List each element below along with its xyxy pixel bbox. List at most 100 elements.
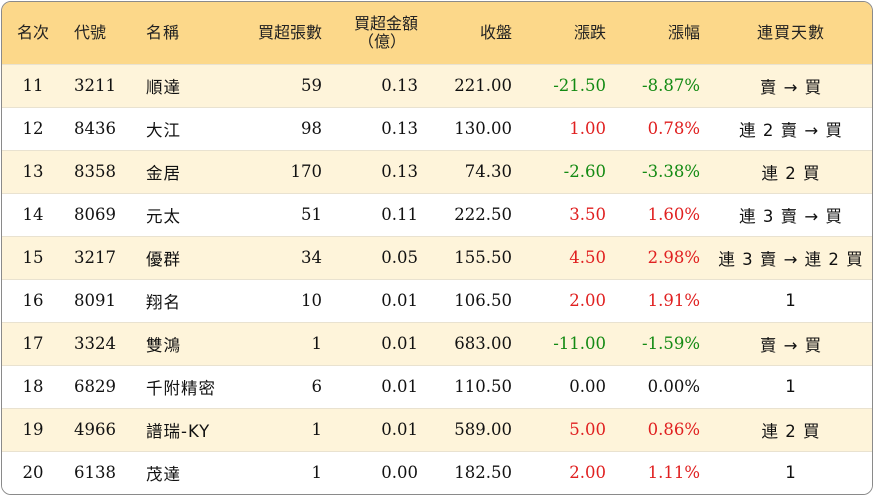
net-buy-lots-cell: 1 (236, 321, 332, 365)
net-buy-amount-cell: 0.05 (332, 235, 428, 279)
rank-cell: 16 (2, 278, 64, 322)
close-price-cell: 74.30 (428, 149, 522, 193)
table-row[interactable]: 19 4966 譜瑞-KY 1 0.01 589.00 5.00 0.86% 連 2 買 (2, 407, 872, 451)
buy-streak-cell: 連 3 賣 → 連 2 買 (710, 235, 872, 279)
close-price-cell: 221.00 (428, 63, 522, 107)
net-buy-lots-cell: 1 (236, 450, 332, 494)
header-name[interactable]: 名稱 (146, 22, 181, 42)
close-price-cell: 130.00 (428, 106, 522, 150)
table-row[interactable]: 13 8358 金居 170 0.13 74.30 -2.60 -3.38% 連 2 買 (2, 149, 872, 193)
net-buy-lots-cell: 51 (236, 192, 332, 236)
stock-name-cell: 譜瑞-KY (136, 407, 236, 451)
price-change-cell: 3.50 (522, 192, 616, 236)
net-buy-lots-cell: 34 (236, 235, 332, 279)
buy-streak-cell: 連 2 買 (710, 149, 872, 193)
table-row[interactable]: 18 6829 千附精密 6 0.01 110.50 0.00 0.00% 1 (2, 364, 872, 408)
header-net-buy-amount[interactable]: 買超金額 （億） (332, 2, 428, 64)
stock-code-cell: 3324 (64, 321, 136, 365)
stock-name-cell: 元太 (136, 192, 236, 236)
change-pct-cell: 0.78% (616, 106, 710, 150)
net-buy-amount-cell: 0.01 (332, 407, 428, 451)
price-change-cell: -11.00 (522, 321, 616, 365)
change-pct-cell: 1.11% (616, 450, 710, 494)
table-header-row: 名次 代號 名稱 買超張數 買超金額 （億） 收盤 漲跌 漲幅 連買天數 (2, 2, 872, 64)
table-row[interactable]: 14 8069 元太 51 0.11 222.50 3.50 1.60% 連 3 賣 → 買 (2, 192, 872, 236)
stock-name-cell: 茂達 (136, 450, 236, 494)
price-change-cell: 5.00 (522, 407, 616, 451)
price-change-cell: -21.50 (522, 63, 616, 107)
buy-streak-cell: 1 (710, 364, 872, 408)
buy-streak-cell: 賣 → 買 (710, 63, 872, 107)
change-pct-cell: 1.91% (616, 278, 710, 322)
stock-code-cell: 8358 (64, 149, 136, 193)
net-buy-amount-cell: 0.00 (332, 450, 428, 494)
stock-name-cell: 大江 (136, 106, 236, 150)
close-price-cell: 182.50 (428, 450, 522, 494)
net-buy-lots-cell: 10 (236, 278, 332, 322)
table-row[interactable]: 20 6138 茂達 1 0.00 182.50 2.00 1.11% 1 (2, 450, 872, 494)
header-change[interactable]: 漲跌 (573, 22, 606, 42)
rank-cell: 17 (2, 321, 64, 365)
rank-cell: 13 (2, 149, 64, 193)
stock-name-cell: 金居 (136, 149, 236, 193)
header-close[interactable]: 收盤 (479, 22, 512, 42)
table-body: 11 3211 順達 59 0.13 221.00 -21.50 -8.87% 賣 → 買 12 8… (2, 63, 872, 494)
buy-streak-cell: 1 (710, 278, 872, 322)
table-row[interactable]: 16 8091 翔名 10 0.01 106.50 2.00 1.91% 1 (2, 278, 872, 322)
rank-cell: 15 (2, 235, 64, 279)
header-net-buy-lots[interactable]: 買超張數 (257, 22, 322, 42)
rank-cell: 12 (2, 106, 64, 150)
table-row[interactable]: 12 8436 大江 98 0.13 130.00 1.00 0.78% 連 2 賣 → 買 (2, 106, 872, 150)
buy-streak-cell: 賣 → 買 (710, 321, 872, 365)
table-row[interactable]: 17 3324 雙鴻 1 0.01 683.00 -11.00 -1.59% 賣 → 買 (2, 321, 872, 365)
rank-cell: 11 (2, 63, 64, 107)
price-change-cell: 2.00 (522, 278, 616, 322)
net-buy-amount-cell: 0.13 (332, 63, 428, 107)
stock-code-cell: 8436 (64, 106, 136, 150)
header-net-buy-amount-line1: 買超金額 (353, 13, 418, 33)
change-pct-cell: 2.98% (616, 235, 710, 279)
stock-code-cell: 8069 (64, 192, 136, 236)
header-change-pct[interactable]: 漲幅 (667, 22, 700, 42)
stock-code-cell: 3217 (64, 235, 136, 279)
net-buy-lots-cell: 6 (236, 364, 332, 408)
table-row[interactable]: 11 3211 順達 59 0.13 221.00 -21.50 -8.87% 賣 → 買 (2, 63, 872, 107)
stock-name-cell: 翔名 (136, 278, 236, 322)
stock-name-cell: 千附精密 (136, 364, 236, 408)
net-buy-amount-cell: 0.01 (332, 321, 428, 365)
stock-code-cell: 6138 (64, 450, 136, 494)
table-row[interactable]: 15 3217 優群 34 0.05 155.50 4.50 2.98% 連 3 賣 → 連 2… (2, 235, 872, 279)
rank-cell: 18 (2, 364, 64, 408)
buy-streak-cell: 連 2 買 (710, 407, 872, 451)
rank-cell: 19 (2, 407, 64, 451)
change-pct-cell: -1.59% (616, 321, 710, 365)
header-code[interactable]: 代號 (74, 22, 107, 42)
price-change-cell: 2.00 (522, 450, 616, 494)
price-change-cell: 1.00 (522, 106, 616, 150)
change-pct-cell: 0.86% (616, 407, 710, 451)
net-buy-lots-cell: 98 (236, 106, 332, 150)
price-change-cell: 0.00 (522, 364, 616, 408)
stock-code-cell: 6829 (64, 364, 136, 408)
net-buy-amount-cell: 0.13 (332, 149, 428, 193)
stock-name-cell: 優群 (136, 235, 236, 279)
buy-streak-cell: 連 2 賣 → 買 (710, 106, 872, 150)
rank-cell: 20 (2, 450, 64, 494)
stock-code-cell: 8091 (64, 278, 136, 322)
header-streak[interactable]: 連買天數 (756, 22, 825, 42)
change-pct-cell: 0.00% (616, 364, 710, 408)
close-price-cell: 106.50 (428, 278, 522, 322)
close-price-cell: 222.50 (428, 192, 522, 236)
close-price-cell: 155.50 (428, 235, 522, 279)
header-rank[interactable]: 名次 (16, 22, 49, 42)
stock-name-cell: 雙鴻 (136, 321, 236, 365)
price-change-cell: -2.60 (522, 149, 616, 193)
net-buy-lots-cell: 170 (236, 149, 332, 193)
buy-streak-cell: 1 (710, 450, 872, 494)
net-buy-lots-cell: 59 (236, 63, 332, 107)
net-buy-amount-cell: 0.11 (332, 192, 428, 236)
header-net-buy-amount-line2: （億） (357, 31, 406, 51)
stock-name-cell: 順達 (136, 63, 236, 107)
close-price-cell: 589.00 (428, 407, 522, 451)
